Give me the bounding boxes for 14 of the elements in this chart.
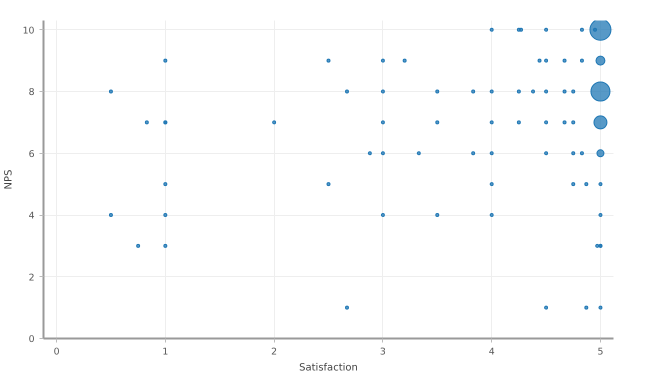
- x-tick-label: 4: [488, 346, 495, 358]
- y-tick-label: 4: [28, 210, 35, 222]
- x-axis-title: Satisfaction: [299, 362, 358, 374]
- x-tick-label: 1: [162, 346, 168, 358]
- y-axis-title: NPS: [4, 170, 15, 190]
- y-tick-label: 6: [28, 148, 35, 160]
- y-tick-label: 0: [28, 334, 35, 345]
- x-tick-label: 0: [54, 346, 60, 358]
- x-tick-label: 3: [380, 346, 386, 358]
- y-tick-label: 10: [22, 25, 35, 36]
- x-tick-label: 5: [597, 346, 604, 358]
- y-tick-label: 2: [28, 272, 35, 284]
- x-tick-label: 2: [271, 346, 278, 358]
- y-tick-label: 8: [28, 87, 35, 98]
